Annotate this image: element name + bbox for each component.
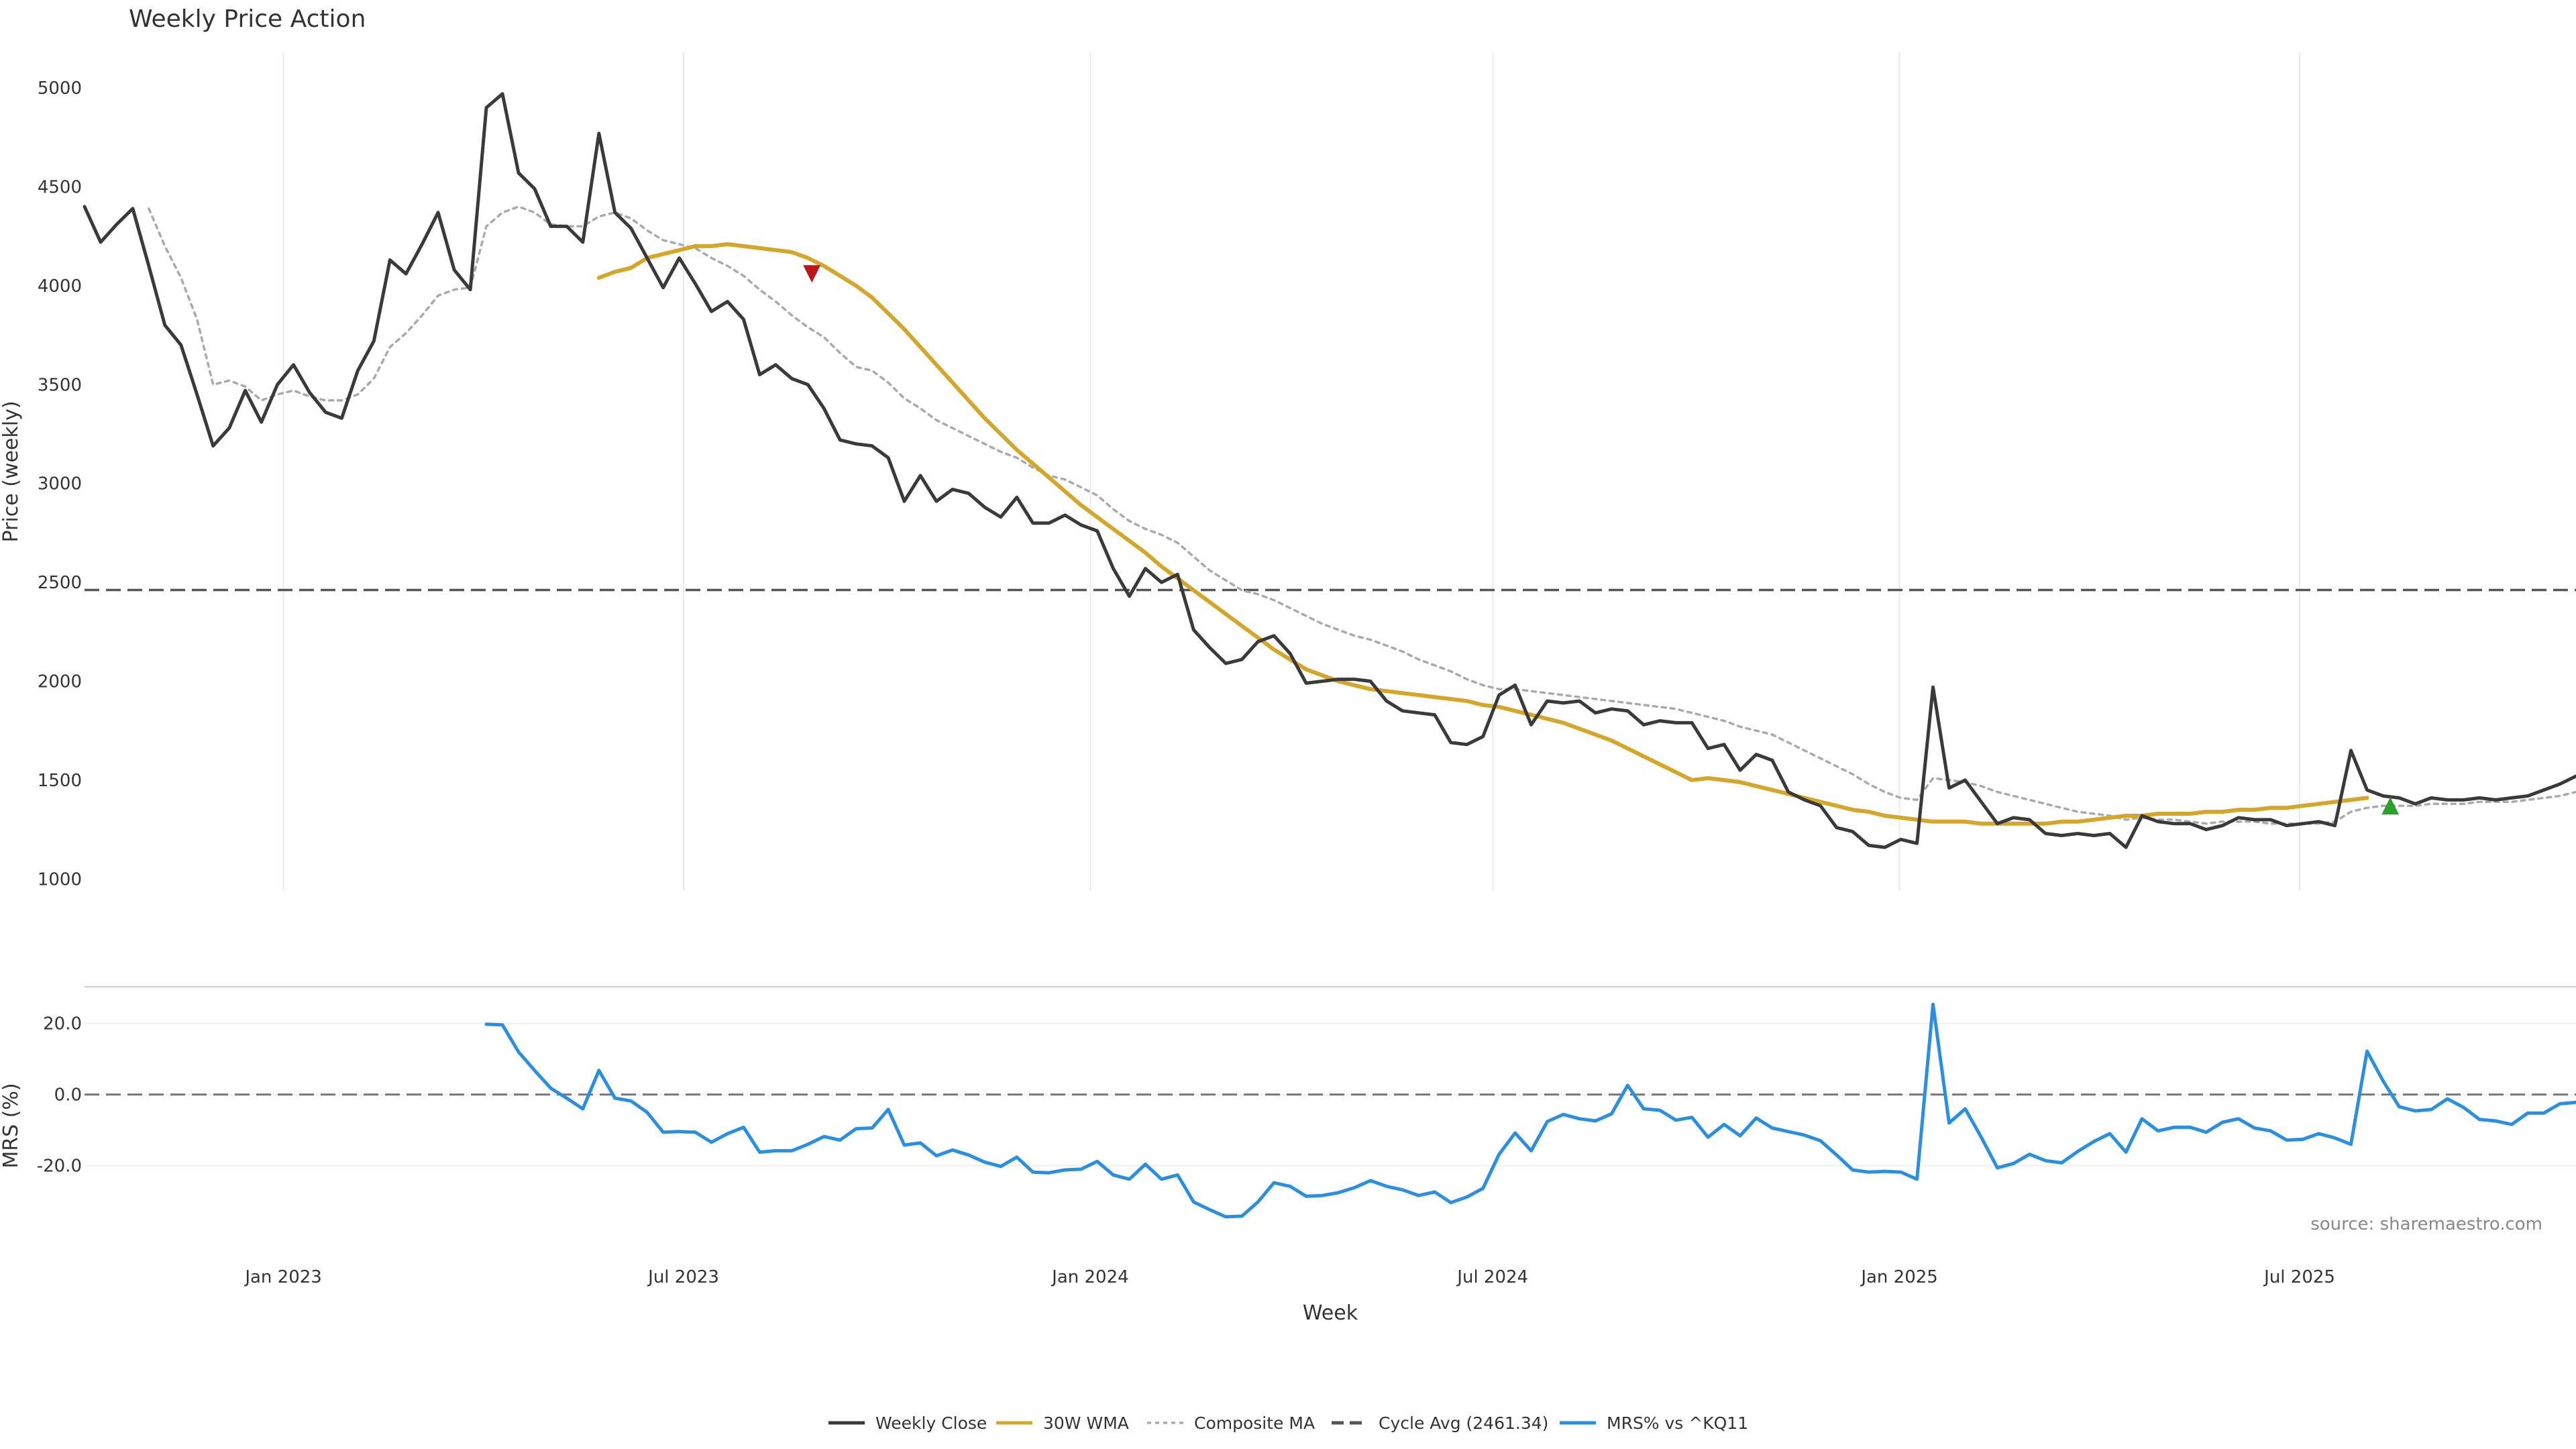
source-note: source: sharemaestro.com — [2310, 1214, 2542, 1234]
chart-title: Weekly Price Action — [129, 5, 366, 33]
price-y-ticks: 1000 1500 2000 2500 3000 3500 4000 4500 5000 — [38, 78, 82, 890]
mrs-axis-title: MRS (%) — [0, 1083, 23, 1168]
x-tick-label: Jul 2025 — [2263, 1267, 2335, 1287]
price-axis-title: Price (weekly) — [0, 400, 23, 542]
x-ticks: Jan 2023 Jul 2023 Jan 2024 Jul 2024 Jan 2025… — [244, 1267, 2335, 1287]
legend-label: MRS% vs ^KQ11 — [1607, 1413, 1748, 1433]
reference-lines — [85, 588, 2576, 1096]
x-tick-label: Jan 2023 — [244, 1267, 322, 1287]
price-y-tick-label: 1500 — [38, 771, 82, 791]
signal-markers — [803, 265, 2400, 815]
mrs-y-ticks: 20.0 0.0 -20.0 — [37, 1014, 82, 1177]
x-tick-label: Jul 2023 — [647, 1267, 719, 1287]
weekly-close-line — [83, 92, 2576, 849]
legend: Weekly Close 30W WMA Composite MA Cycle Avg… — [828, 1413, 1748, 1433]
legend-item: Cycle Avg (2461.34) — [1332, 1413, 1548, 1433]
price-y-tick-label: 1000 — [38, 869, 82, 890]
sell-signal-marker — [803, 265, 821, 283]
x-tick-label: Jan 2025 — [1860, 1267, 1938, 1287]
legend-item: Weekly Close — [828, 1413, 987, 1433]
mrs-y-tick-label: -20.0 — [37, 1157, 82, 1177]
buy-signal-marker — [2381, 797, 2400, 815]
price-gridlines — [282, 52, 2301, 891]
legend-item: Composite MA — [1147, 1413, 1315, 1433]
composite-ma-line — [148, 205, 2576, 825]
wma-30w-line — [596, 242, 2369, 826]
mrs-line — [484, 1002, 2576, 1219]
legend-item: 30W WMA — [996, 1413, 1129, 1433]
price-y-tick-label: 4000 — [38, 276, 82, 297]
legend-label: Composite MA — [1194, 1413, 1315, 1433]
price-y-tick-label: 4500 — [38, 177, 82, 197]
legend-item: MRS% vs ^KQ11 — [1560, 1413, 1748, 1433]
price-y-tick-label: 5000 — [38, 78, 82, 99]
x-axis-title: Week — [1303, 1301, 1358, 1325]
legend-label: 30W WMA — [1043, 1413, 1129, 1433]
price-y-tick-label: 3000 — [38, 474, 82, 494]
price-series — [83, 92, 2576, 849]
price-y-tick-label: 3500 — [38, 375, 82, 395]
x-tick-label: Jan 2024 — [1051, 1267, 1129, 1287]
price-y-tick-label: 2000 — [38, 672, 82, 692]
mrs-y-tick-label: 0.0 — [54, 1085, 82, 1106]
legend-label: Cycle Avg (2461.34) — [1379, 1413, 1548, 1433]
x-tick-label: Jul 2024 — [1456, 1267, 1528, 1287]
mrs-y-tick-label: 20.0 — [43, 1014, 82, 1034]
price-y-tick-label: 2500 — [38, 573, 82, 593]
legend-label: Weekly Close — [875, 1413, 987, 1433]
mrs-series — [484, 1002, 2576, 1219]
